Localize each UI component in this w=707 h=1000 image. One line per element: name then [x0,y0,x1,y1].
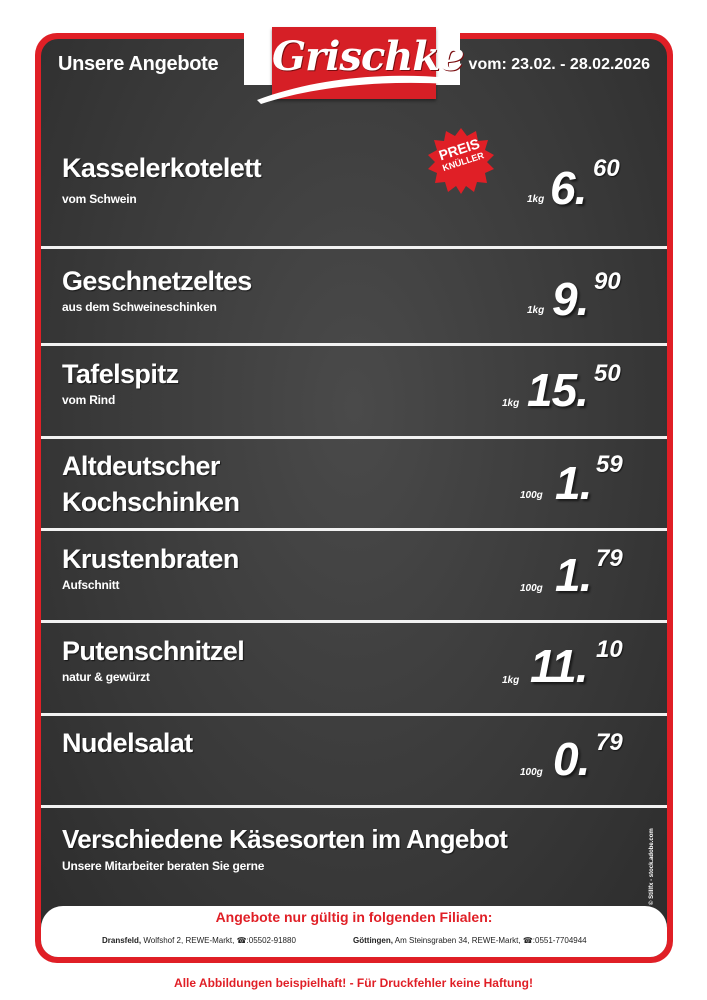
product-description: vom Schwein [62,192,137,206]
price-main: 6. [550,162,587,214]
price-main: 0. [553,733,590,785]
price-badge-icon [428,128,494,194]
cheese-description: Unsere Mitarbeiter beraten Sie gerne [62,859,265,873]
price-main: 11. [530,640,589,692]
chalkboard [41,39,667,957]
price-unit: 100g [520,767,543,778]
store-address: Am Steinsgraben 34, REWE-Markt, ☎:0551-7… [394,936,587,945]
store-location-dransfeld: Dransfeld, Wolfshof 2, REWE-Markt, ☎:055… [102,936,296,945]
row-divider [41,620,667,623]
price-cents: 10 [596,636,623,663]
price-unit: 100g [520,490,543,501]
row-divider [41,343,667,346]
price-cents: 79 [596,545,623,572]
price-unit: 100g [520,583,543,594]
row-divider [41,713,667,716]
price-main: 9. [552,273,589,325]
product-name: Nudelsalat [62,728,193,758]
price-main: 15. [527,364,589,416]
product-name: Krustenbraten [62,544,239,574]
store-city: Göttingen, [353,936,393,945]
product-name: Geschnetzeltes [62,266,252,296]
disclaimer: Alle Abbildungen beispielhaft! - Für Dru… [174,976,533,990]
price-cents: 59 [596,451,623,478]
product-description: natur & gewürzt [62,670,150,684]
row-divider [41,805,667,808]
row-divider [41,436,667,439]
store-address: Wolfshof 2, REWE-Markt, ☎:05502-91880 [143,936,296,945]
image-credit: © Stillfx - stock.adobe.com [649,828,655,905]
store-location-goettingen: Göttingen, Am Steinsgraben 34, REWE-Mark… [353,936,587,945]
store-city: Dransfeld, [102,936,142,945]
product-description: vom Rind [62,393,116,407]
price-cents: 50 [594,360,621,387]
product-name-line1: Altdeutscher [62,451,220,481]
price-cents: 79 [596,729,623,756]
price-cents: 90 [594,268,621,295]
store-info-footer: Angebote nur gültig in folgenden Filiale… [41,906,667,957]
brand-logo: Grischke [272,27,465,99]
header-title: Unsere Angebote [58,53,219,75]
price-unit: 1kg [527,305,545,316]
store-info-heading: Angebote nur gültig in folgenden Filiale… [215,909,493,925]
row-divider [41,528,667,531]
price-main: 1. [555,457,592,509]
product-name: Tafelspitz [62,359,179,389]
price-unit: 1kg [502,398,520,409]
price-main: 1. [555,549,592,601]
product-description: Aufschnitt [62,578,120,592]
logo-swoosh [257,75,449,104]
price-unit: 1kg [502,675,520,686]
product-name: Kasselerkotelett [62,153,262,183]
cheese-title: Verschiedene Käsesorten im Angebot [62,824,508,854]
price-cents: 60 [593,155,620,182]
brand-name: Grischke [272,33,465,80]
price-unit: 1kg [527,194,545,205]
validity-dates: vom: 23.02. - 28.02.2026 [468,56,650,73]
product-name-line2: Kochschinken [62,487,240,517]
product-name: Putenschnitzel [62,636,245,666]
row-divider [41,246,667,249]
product-description: aus dem Schweineschinken [62,300,217,314]
